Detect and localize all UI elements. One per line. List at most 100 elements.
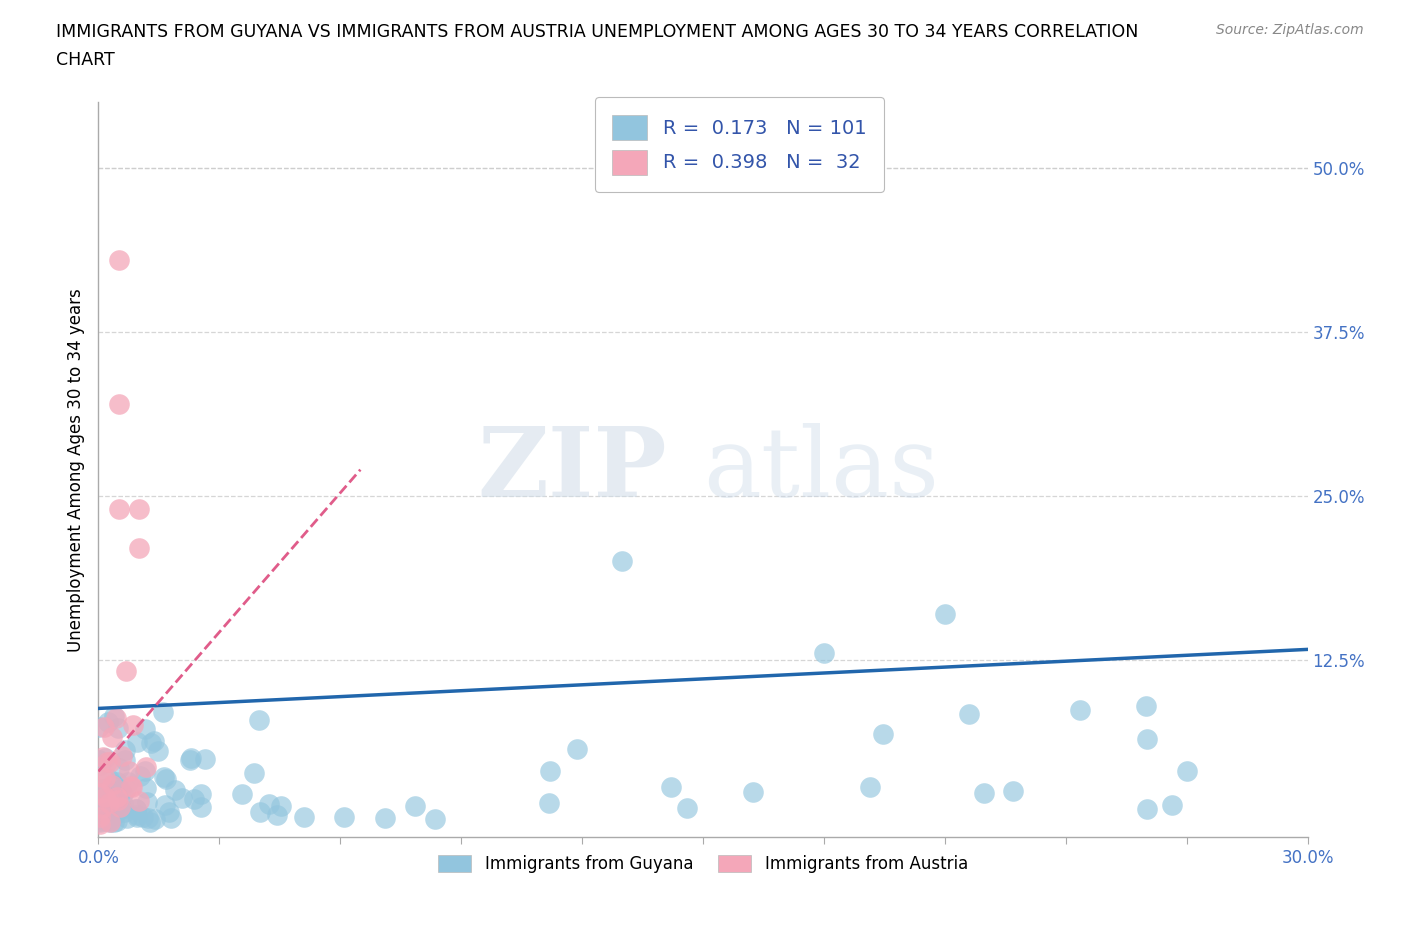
Text: CHART: CHART <box>56 51 115 69</box>
Point <box>121 779 143 794</box>
Point <box>1135 802 1157 817</box>
Point <box>111 786 134 801</box>
Point <box>125 802 148 817</box>
Point <box>107 396 129 411</box>
Point <box>87 752 110 767</box>
Text: IMMIGRANTS FROM GUYANA VS IMMIGRANTS FROM AUSTRIA UNEMPLOYMENT AMONG AGES 30 TO : IMMIGRANTS FROM GUYANA VS IMMIGRANTS FRO… <box>56 23 1139 41</box>
Point <box>180 751 202 765</box>
Point <box>374 811 396 826</box>
Point <box>107 792 129 807</box>
Point <box>98 815 121 830</box>
Point <box>190 800 212 815</box>
Point <box>136 795 159 810</box>
Point <box>266 807 288 822</box>
Point <box>89 787 111 802</box>
Point <box>333 810 356 825</box>
Point <box>100 801 122 816</box>
Point <box>94 790 117 804</box>
Point <box>155 772 177 787</box>
Legend: Immigrants from Guyana, Immigrants from Austria: Immigrants from Guyana, Immigrants from … <box>432 848 974 880</box>
Point <box>1161 798 1184 813</box>
Point <box>105 790 128 804</box>
Point <box>135 780 157 795</box>
Point <box>103 815 125 830</box>
Point <box>91 790 114 805</box>
Point <box>89 817 111 831</box>
Point <box>1136 731 1159 746</box>
Point <box>813 645 835 660</box>
Point <box>89 758 111 773</box>
Point <box>93 810 115 825</box>
Point <box>163 783 186 798</box>
Point <box>94 751 117 765</box>
Point <box>122 718 145 733</box>
Point <box>190 787 212 802</box>
Point <box>742 785 765 800</box>
Point <box>103 709 125 724</box>
Point <box>117 775 139 790</box>
Point <box>270 799 292 814</box>
Point <box>101 777 124 792</box>
Point <box>97 811 120 826</box>
Point <box>404 799 426 814</box>
Point <box>128 541 150 556</box>
Point <box>659 779 682 794</box>
Point <box>115 810 138 825</box>
Point <box>111 797 134 812</box>
Point <box>1135 698 1157 713</box>
Y-axis label: Unemployment Among Ages 30 to 34 years: Unemployment Among Ages 30 to 34 years <box>66 287 84 652</box>
Point <box>89 786 111 801</box>
Point <box>129 769 152 784</box>
Point <box>292 810 315 825</box>
Point <box>94 814 117 829</box>
Point <box>89 815 111 830</box>
Point <box>105 814 128 829</box>
Point <box>111 749 134 764</box>
Point <box>538 764 561 778</box>
Point <box>567 742 589 757</box>
Point <box>423 812 446 827</box>
Point <box>118 764 141 778</box>
Point <box>146 744 169 759</box>
Point <box>612 554 634 569</box>
Point <box>152 704 174 719</box>
Point <box>134 764 156 778</box>
Point <box>153 769 176 784</box>
Point <box>105 711 128 725</box>
Point <box>98 814 121 829</box>
Point <box>247 712 270 727</box>
Point <box>134 721 156 736</box>
Point <box>157 804 180 819</box>
Point <box>96 755 118 770</box>
Text: Source: ZipAtlas.com: Source: ZipAtlas.com <box>1216 23 1364 37</box>
Text: ZIP: ZIP <box>477 422 666 517</box>
Point <box>134 760 156 775</box>
Point <box>89 809 111 824</box>
Point <box>90 769 112 784</box>
Point <box>125 809 148 824</box>
Point <box>110 782 132 797</box>
Point <box>249 804 271 819</box>
Point <box>91 782 114 797</box>
Point <box>257 797 280 812</box>
Text: atlas: atlas <box>703 422 939 517</box>
Point <box>112 805 135 820</box>
Point <box>98 772 121 787</box>
Point <box>101 808 124 823</box>
Point <box>1002 784 1025 799</box>
Point <box>125 807 148 822</box>
Point <box>107 252 129 267</box>
Point <box>1069 702 1091 717</box>
Point <box>973 786 995 801</box>
Point <box>114 782 136 797</box>
Point <box>110 802 132 817</box>
Point <box>98 795 121 810</box>
Point <box>153 798 176 813</box>
Point <box>101 729 124 744</box>
Point <box>959 707 981 722</box>
Point <box>91 801 114 816</box>
Point <box>138 815 160 830</box>
Point <box>170 790 193 805</box>
Point <box>934 606 956 621</box>
Point <box>128 793 150 808</box>
